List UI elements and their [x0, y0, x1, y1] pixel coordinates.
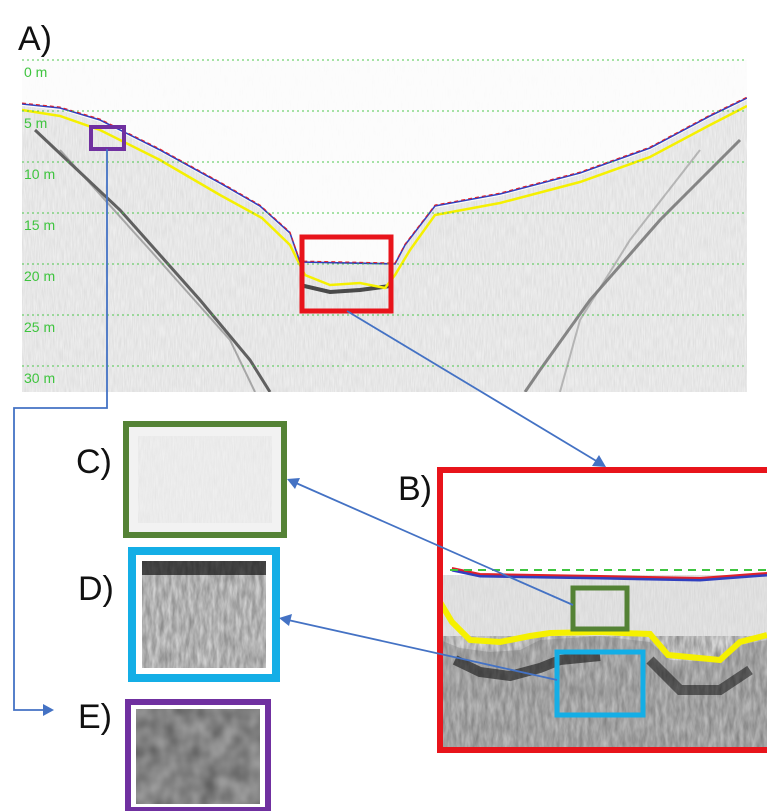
depth-label-10: 10 m — [24, 166, 55, 182]
connector-arrows — [13, 149, 606, 716]
panel-b-zoom-image — [440, 470, 767, 750]
arrow-a-to-e — [13, 149, 108, 711]
depth-label-0: 0 m — [24, 64, 47, 80]
panel-e-image — [136, 709, 260, 804]
depth-label-25: 25 m — [24, 319, 55, 335]
panel-a-bottom-yellow-line — [22, 104, 747, 290]
panel-b-bottom-yellow-line — [440, 600, 767, 664]
panel-b-green-box — [570, 585, 630, 632]
depth-label-15: 15 m — [24, 217, 55, 233]
depth-gridlines — [22, 59, 747, 367]
arrow-a-to-b — [346, 310, 599, 463]
panel-e-purple-frame — [125, 699, 271, 811]
depth-labels: 0 m 5 m 10 m 15 m 20 m 25 m 30 m — [24, 64, 55, 386]
panel-b-red-frame — [437, 467, 767, 753]
depth-label-5: 5 m — [24, 115, 47, 131]
panel-b-blue-box — [554, 649, 646, 718]
panel-c-image — [128, 426, 282, 533]
panel-d-blue-frame — [128, 547, 280, 682]
arrow-b-to-d — [287, 619, 558, 681]
panel-a-surface-line — [22, 97, 747, 265]
depth-label-30: 30 m — [24, 370, 55, 386]
panel-b-surface-line — [451, 568, 767, 582]
depth-label-20: 20 m — [24, 268, 55, 284]
panel-c-green-frame — [123, 421, 287, 538]
panel-c-label: C) — [76, 443, 112, 481]
panel-d-label: D) — [78, 570, 114, 608]
panel-a-label: A) — [18, 20, 52, 58]
panel-b-label: B) — [398, 470, 432, 508]
arrow-b-to-c — [295, 482, 574, 606]
panel-e-label: E) — [78, 698, 112, 736]
panel-a-sonar-image — [22, 60, 747, 392]
panel-a-red-box — [299, 234, 394, 314]
panel-d-image — [142, 561, 266, 668]
